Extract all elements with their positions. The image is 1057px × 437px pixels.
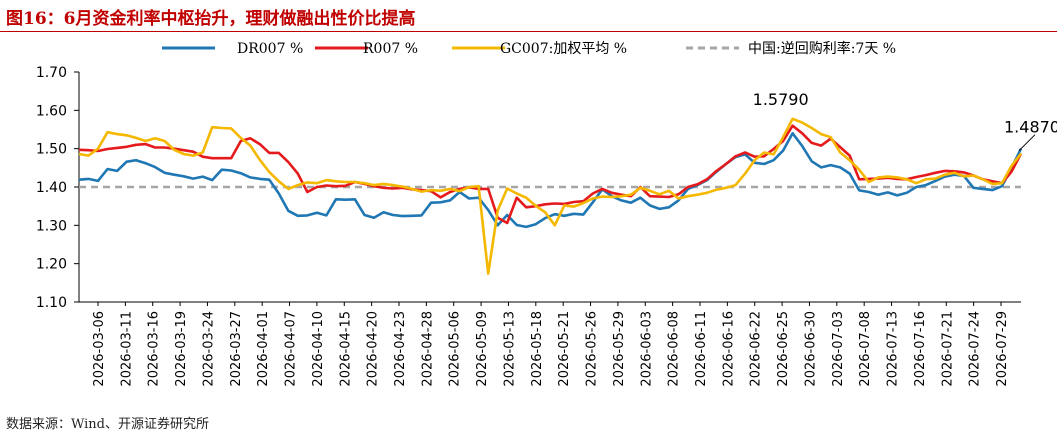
x-tick-label: 2026-05-13 xyxy=(502,311,517,387)
x-tick-label: 2026-07-08 xyxy=(858,311,873,387)
legend-label-3: 中国:逆回购利率:7天 % xyxy=(748,40,896,57)
series-line-2 xyxy=(78,117,1023,275)
y-tick-label: 1.50 xyxy=(36,142,67,158)
series-line-0 xyxy=(78,132,1023,229)
x-tick-label: 2026-07-13 xyxy=(886,311,901,387)
y-tick-label: 1.60 xyxy=(36,103,67,119)
x-tick-label: 2026-07-21 xyxy=(940,311,955,387)
x-tick-label: 2026-05-21 xyxy=(557,311,572,387)
y-tick-label: 1.40 xyxy=(36,180,67,196)
legend-label-0: DR007 % xyxy=(237,41,303,57)
x-tick-label: 2026-04-23 xyxy=(393,311,408,387)
x-tick-label: 2026-06-25 xyxy=(776,311,791,387)
legend-label-1: R007 % xyxy=(363,41,418,57)
x-tick-label: 2026-03-24 xyxy=(201,311,216,387)
x-tick-label: 2026-06-11 xyxy=(694,311,709,387)
x-tick-label: 2026-04-20 xyxy=(366,311,381,387)
x-tick-label: 2026-06-16 xyxy=(721,311,736,387)
x-tick-label: 2026-03-11 xyxy=(119,311,134,387)
y-tick-label: 1.70 xyxy=(36,65,67,81)
x-tick-label: 2026-06-08 xyxy=(667,311,682,387)
series-line-1 xyxy=(78,124,1023,225)
x-tick-label: 2026-03-16 xyxy=(147,311,162,387)
x-tick-label: 2026-05-26 xyxy=(585,311,600,387)
annotation-last-label: 1.4870 xyxy=(1004,118,1057,137)
x-tick-label: 2026-04-01 xyxy=(256,311,271,387)
x-tick-label: 2026-05-29 xyxy=(612,311,627,387)
source-note: 数据来源：Wind、开源证券研究所 xyxy=(6,417,209,432)
x-tick-label: 2026-03-06 xyxy=(92,311,107,387)
x-tick-label: 2026-05-18 xyxy=(530,311,545,387)
x-tick-label: 2026-03-27 xyxy=(229,311,244,387)
x-tick-label: 2026-04-15 xyxy=(338,311,353,387)
page-title: 图16：6月资金利率中枢抬升，理财做融出性价比提高 xyxy=(6,9,416,29)
x-tick-label: 2026-03-19 xyxy=(174,311,189,387)
x-tick-label: 2026-05-09 xyxy=(475,311,490,387)
x-tick-label: 2026-07-24 xyxy=(968,311,983,387)
y-tick-label: 1.10 xyxy=(36,295,67,311)
legend-label-2: GC007:加权平均 % xyxy=(500,41,627,57)
title-bar: 图16：6月资金利率中枢抬升，理财做融出性价比提高 xyxy=(0,0,1057,32)
x-tick-label: 2026-06-30 xyxy=(803,311,818,387)
x-tick-label: 2026-05-06 xyxy=(448,311,463,387)
x-tick-label: 2026-07-29 xyxy=(995,311,1010,387)
x-tick-label: 2026-07-16 xyxy=(913,311,928,387)
x-tick-label: 2026-06-03 xyxy=(639,311,654,387)
annotation-peak-label: 1.5790 xyxy=(753,90,809,109)
y-tick-label: 1.30 xyxy=(36,218,67,234)
x-tick-label: 2026-04-07 xyxy=(284,311,299,387)
x-tick-label: 2026-04-28 xyxy=(420,311,435,387)
x-tick-label: 2026-06-22 xyxy=(749,311,764,387)
title-rule xyxy=(0,31,1057,32)
x-tick-label: 2026-04-10 xyxy=(311,311,326,387)
annotation-leader-line xyxy=(1018,134,1036,152)
y-tick-label: 1.20 xyxy=(36,257,67,273)
x-tick-label: 2026-07-03 xyxy=(831,311,846,387)
